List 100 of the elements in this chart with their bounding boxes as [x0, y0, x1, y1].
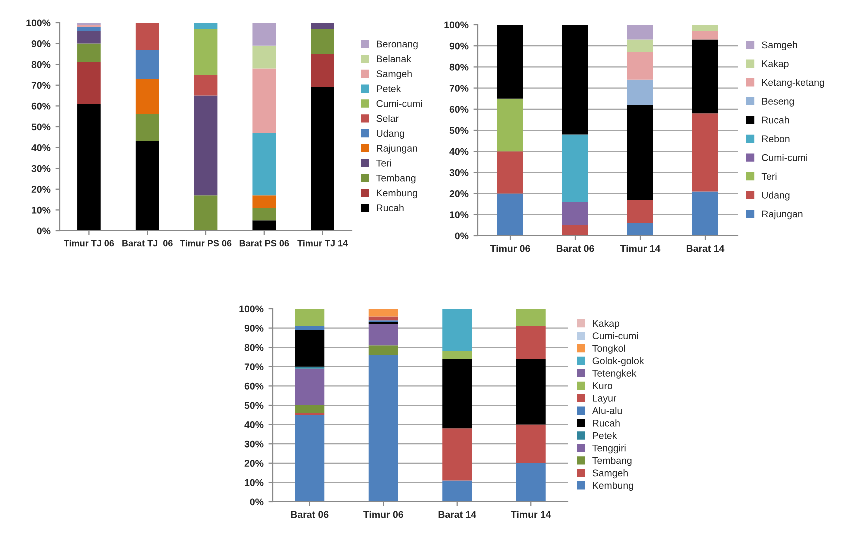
bar — [78, 44, 101, 63]
bar — [194, 23, 218, 30]
bar — [295, 326, 325, 330]
bar — [368, 324, 398, 346]
legend-label: Udang — [377, 130, 404, 139]
bar — [562, 225, 588, 236]
bar — [562, 25, 588, 135]
bar — [78, 27, 101, 32]
legend-label: Golok-golok — [592, 357, 644, 366]
bar — [252, 133, 276, 196]
y-tick-label: 100% — [26, 20, 51, 27]
legend-label: Petek — [593, 432, 618, 440]
bar — [311, 23, 334, 30]
x-tick-label: Barat 06 — [291, 511, 329, 518]
bar — [498, 194, 524, 236]
bar — [562, 202, 588, 226]
y-tick-label: 70% — [450, 85, 469, 92]
bar — [442, 480, 472, 502]
bar — [628, 40, 654, 52]
y-tick-label: 0% — [455, 232, 469, 240]
legend-label: Tembang — [592, 457, 632, 466]
bar — [311, 54, 334, 88]
legend-label: Kakap — [593, 320, 620, 330]
legend-label: Kuro — [593, 382, 612, 390]
y-tick-label: 90% — [450, 42, 469, 50]
y-tick-label: 0% — [37, 228, 51, 235]
y-tick-label: 80% — [32, 61, 51, 68]
y-tick-label: 10% — [245, 479, 264, 486]
bar — [252, 23, 276, 46]
legend-label: Kembung — [593, 482, 634, 492]
x-tick-label: Barat TJ 06 — [122, 240, 173, 247]
legend-label: Cumi-cumi — [376, 100, 422, 108]
y-tick-label: 30% — [32, 165, 51, 172]
y-tick-label: 90% — [244, 325, 264, 332]
legend-label: Cumi-cumi — [592, 332, 638, 340]
legend-label: Belanak — [377, 55, 412, 63]
bar — [442, 359, 472, 429]
y-tick-label: 50% — [244, 402, 264, 410]
x-tick-label: Timur PS 06 — [180, 240, 232, 247]
bar — [194, 96, 218, 196]
bar — [252, 68, 276, 134]
bar — [78, 104, 101, 231]
bar — [516, 424, 546, 464]
bar — [136, 114, 160, 142]
bar — [442, 428, 472, 481]
bar — [194, 75, 218, 96]
bar — [295, 368, 325, 406]
bar — [368, 346, 398, 356]
bar — [516, 359, 546, 425]
bar — [692, 192, 718, 236]
y-tick-label: 70% — [32, 82, 51, 90]
legend-label: Kembung — [377, 190, 418, 199]
bar — [194, 196, 218, 231]
legend-label: Rucah — [762, 116, 790, 124]
y-tick-label: 10% — [450, 212, 469, 219]
y-tick-label: 50% — [32, 124, 51, 131]
bar — [295, 309, 325, 326]
y-tick-label: 20% — [32, 186, 51, 194]
legend-label: Beronang — [377, 40, 418, 50]
legend-label: Tembang — [376, 174, 416, 184]
y-tick-label: 40% — [32, 144, 51, 152]
bar — [252, 220, 276, 231]
bar — [78, 31, 101, 44]
bar — [136, 23, 160, 50]
bar — [368, 355, 398, 502]
bar — [628, 223, 654, 236]
legend-label: Teri — [376, 160, 392, 167]
legend-label: Udang — [762, 192, 790, 201]
x-tick-label: Timur TJ 14 — [298, 240, 348, 247]
bar — [136, 142, 160, 231]
legend-label: Alu-alu — [592, 407, 622, 414]
y-tick-label: 30% — [450, 169, 469, 176]
bar — [194, 29, 218, 75]
y-tick-label: 20% — [450, 190, 469, 198]
bar — [368, 316, 398, 321]
x-tick-label: Timur 14 — [620, 245, 661, 252]
x-tick-label: Barat 14 — [686, 245, 725, 252]
legend-label: Rajungan — [377, 144, 418, 154]
bar — [442, 309, 472, 352]
bar — [628, 80, 654, 106]
bar — [498, 98, 524, 152]
legend-label: Samgeh — [376, 70, 412, 80]
bar — [692, 25, 718, 32]
y-tick-label: 10% — [32, 206, 51, 214]
y-tick-label: 70% — [244, 364, 264, 371]
x-tick-label: Timur 06 — [364, 511, 404, 518]
x-tick-label: Timur 06 — [490, 245, 530, 252]
legend-label: Cumi-cumi — [762, 154, 808, 162]
bar — [498, 152, 524, 194]
bar — [136, 50, 160, 80]
legend-label: Layur — [593, 395, 617, 404]
legend-label: Tongkol — [592, 344, 626, 354]
bar — [498, 25, 524, 99]
bar — [516, 463, 546, 502]
bar — [311, 29, 334, 54]
bar — [692, 40, 718, 114]
legend-label: Tenggiri — [592, 444, 626, 454]
legend-label: Tetengkek — [592, 370, 637, 379]
y-tick-label: 20% — [244, 460, 264, 468]
bar — [516, 309, 546, 326]
